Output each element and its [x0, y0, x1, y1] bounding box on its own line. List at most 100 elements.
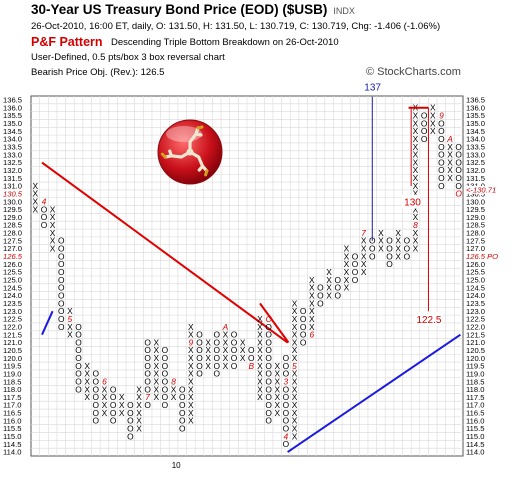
- o-box: O: [317, 283, 324, 293]
- o-box: O: [58, 259, 65, 269]
- o-box: O: [265, 400, 272, 410]
- y-tick-left: 125.0: [3, 276, 22, 285]
- y-tick-left: 115.0: [3, 432, 21, 441]
- o-box: O: [127, 416, 134, 426]
- exchange-label: INDX: [333, 6, 355, 16]
- y-tick-left: 136.5: [3, 96, 22, 105]
- o-box: O: [300, 337, 307, 347]
- x-box: X: [153, 353, 159, 363]
- left-price-bg: [1, 252, 30, 261]
- o-box: O: [110, 384, 117, 394]
- y-tick-left: 126.0: [3, 260, 22, 269]
- o-box: O: [162, 392, 169, 402]
- o-box: O: [334, 283, 341, 293]
- month-marker: 8: [413, 220, 418, 230]
- y-tick-left: 133.5: [3, 142, 22, 151]
- y-tick-left: 127.0: [3, 244, 22, 253]
- o-box: O: [455, 173, 462, 183]
- month-marker: 4: [42, 197, 47, 207]
- o-box: O: [438, 181, 445, 191]
- x-box: X: [257, 392, 263, 402]
- y-tick-right: 127.5: [466, 236, 485, 245]
- o-box: O: [127, 408, 134, 418]
- o-box: O: [300, 322, 307, 332]
- x-box: X: [171, 392, 177, 402]
- y-tick-right: 132.0: [466, 166, 485, 175]
- x-box: X: [257, 369, 263, 379]
- chart-title: 30-Year US Treasury Bond Price (EOD) ($U…: [31, 2, 355, 17]
- x-box: X: [223, 361, 229, 371]
- x-box: X: [188, 384, 194, 394]
- x-box: X: [413, 126, 419, 136]
- chart-settings: User-Defined, 0.5 pts/box 3 box reversal…: [31, 52, 225, 63]
- y-tick-right: 122.5: [466, 315, 485, 324]
- x-box: X: [413, 189, 419, 199]
- x-box: X: [292, 345, 298, 355]
- y-tick-right: 121.5: [466, 330, 485, 339]
- o-box: O: [162, 361, 169, 371]
- x-box: X: [257, 377, 263, 387]
- o-box: O: [214, 369, 221, 379]
- o-box: O: [110, 392, 117, 402]
- x-box: X: [188, 392, 194, 402]
- plot-frame: [30, 95, 464, 457]
- y-tick-left: 129.0: [3, 213, 22, 222]
- o-box: O: [265, 330, 272, 340]
- x-box: X: [430, 110, 436, 120]
- x-box: X: [395, 236, 401, 246]
- y-tick-left: 117.0: [3, 401, 21, 410]
- y-tick-right: 119.0: [466, 369, 484, 378]
- pattern-label: P&F Pattern: [31, 35, 103, 49]
- price-objective: Bearish Price Obj. (Rev.): 126.5: [31, 67, 165, 78]
- o-box: O: [93, 416, 100, 426]
- x-box: X: [309, 283, 315, 293]
- x-box: X: [430, 103, 436, 113]
- x-box: X: [102, 400, 108, 410]
- month-marker: 8: [171, 377, 176, 387]
- y-tick-left: 120.0: [3, 354, 22, 363]
- x-box: X: [136, 408, 142, 418]
- month-marker: O: [455, 189, 462, 199]
- x-box: X: [136, 400, 142, 410]
- grid: [30, 95, 464, 457]
- o-box: O: [127, 424, 134, 434]
- o-box: O: [196, 361, 203, 371]
- o-box: O: [144, 345, 151, 355]
- y-tick-left: 128.0: [3, 229, 22, 238]
- o-box: O: [214, 345, 221, 355]
- y-tick-right: 134.5: [466, 127, 485, 136]
- y-tick-right: 128.5: [466, 221, 485, 230]
- x-box: X: [50, 244, 56, 254]
- x-box: X: [119, 408, 125, 418]
- x-box: X: [361, 267, 367, 277]
- x-box: X: [292, 424, 298, 434]
- y-tick-right: 121.0: [466, 338, 485, 347]
- x-box: X: [188, 408, 194, 418]
- x-box: X: [223, 337, 229, 347]
- x-box: X: [395, 228, 401, 238]
- y-tick-left: 124.5: [3, 283, 22, 292]
- x-box: X: [153, 384, 159, 394]
- o-box: O: [386, 251, 393, 261]
- x-box: X: [136, 384, 142, 394]
- y-tick-left: 127.5: [3, 236, 22, 245]
- x-box: X: [102, 392, 108, 402]
- o-box: O: [386, 236, 393, 246]
- x-box: X: [447, 142, 453, 152]
- x-box: X: [84, 392, 90, 402]
- triskelion-logo: [157, 119, 223, 185]
- x-box: X: [274, 377, 280, 387]
- y-tick-right: 128.0: [466, 229, 485, 238]
- o-box: O: [179, 424, 186, 434]
- x-box: X: [50, 204, 56, 214]
- second-resistance-line: [259, 302, 290, 344]
- o-box: O: [438, 118, 445, 128]
- y-tick-left: 119.0: [3, 369, 21, 378]
- x-box: X: [292, 298, 298, 308]
- x-box: X: [257, 361, 263, 371]
- o-box: O: [144, 384, 151, 394]
- o-box: O: [404, 236, 411, 246]
- y-tick-right: 115.0: [466, 432, 484, 441]
- o-box: O: [214, 353, 221, 363]
